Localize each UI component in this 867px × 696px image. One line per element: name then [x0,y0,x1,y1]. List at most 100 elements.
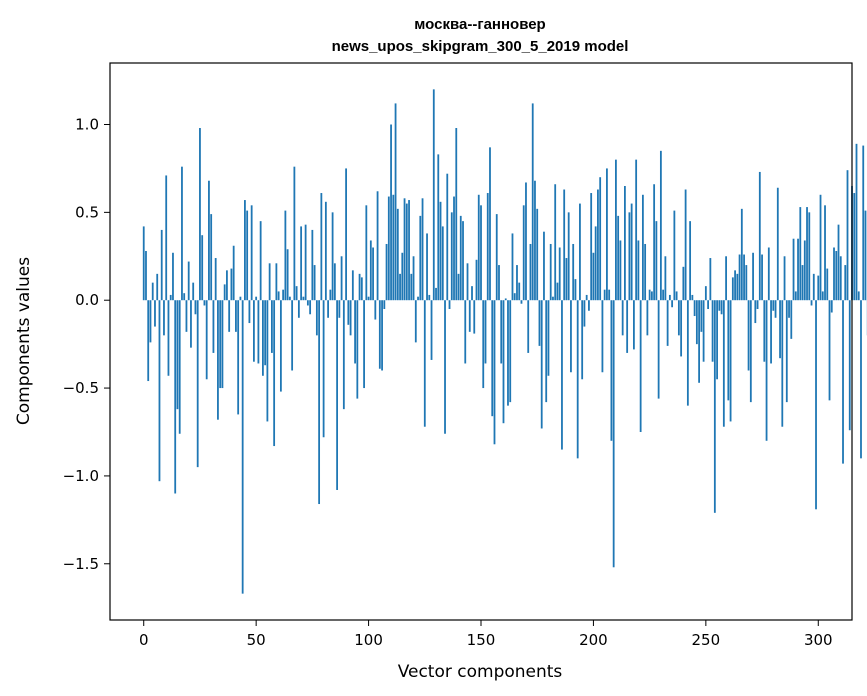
bar-99 [365,205,368,301]
bar-124 [421,198,424,301]
bar-181 [549,243,552,301]
bar-298 [812,273,815,301]
bar-156 [493,300,496,445]
bar-68 [295,286,298,301]
bar-153 [486,193,489,301]
chart-title-line-1: москва--ганновер [414,16,545,33]
bar-168 [520,300,523,304]
bar-64 [286,249,289,301]
bar-94 [354,300,356,364]
bar-213 [621,300,624,336]
bar-245 [693,300,696,317]
bar-269 [747,300,750,371]
bar-128 [430,300,433,360]
bar-142 [462,221,464,301]
bar-260 [727,300,730,401]
bar-170 [525,182,527,301]
bar-203 [599,177,602,301]
bar-253 [711,300,714,362]
x-tick-label-300: 300 [804,631,833,649]
bar-121 [414,300,417,343]
bar-91 [347,300,350,325]
bar-69 [297,300,300,318]
bar-180 [547,300,550,376]
bar-35 [221,300,224,389]
bar-49 [253,300,255,362]
bar-307 [833,247,835,301]
bar-108 [385,243,388,301]
bar-4 [151,282,154,301]
x-tick-label-150: 150 [467,631,496,649]
bar-141 [459,215,462,301]
bar-158 [498,265,500,301]
bar-21 [190,300,192,348]
y-tick-label-5: 1.0 [75,115,99,133]
bar-27 [203,300,206,306]
bar-67 [293,166,296,301]
bar-185 [558,247,561,301]
bar-79 [320,193,323,301]
bar-88 [340,256,343,301]
bar-276 [763,300,766,362]
bar-244 [691,294,694,301]
bar-116 [403,198,406,301]
bar-240 [682,266,685,301]
bar-294 [803,240,806,301]
bar-261 [729,300,732,422]
bar-289 [792,238,795,301]
bar-228 [655,221,658,301]
bar-45 [244,200,246,301]
bar-138 [453,196,455,301]
bar-227 [653,184,656,301]
bar-73 [306,300,309,306]
y-axis-ticks: −1.5 −1.0 −0.5 0.0 0.5 1.0 [63,115,110,573]
bar-303 [824,205,826,301]
bar-252 [709,258,712,301]
bar-205 [603,289,606,301]
bar-305 [828,300,831,401]
bar-310 [839,256,842,301]
bar-74 [309,300,312,315]
bar-38 [228,300,231,332]
bar-102 [372,247,374,301]
x-tick-label-200: 200 [579,631,608,649]
bar-36 [223,284,226,301]
bar-81 [324,201,327,301]
bar-111 [392,194,395,301]
bar-275 [761,254,763,301]
bar-283 [779,300,781,359]
bar-174 [534,180,536,301]
bar-316 [853,193,856,301]
bar-280 [772,300,775,311]
y-tick-label-0: −1.5 [63,555,99,573]
bar-8 [160,229,163,301]
bar-234 [668,294,671,301]
bar-152 [484,300,487,364]
bar-66 [291,300,294,371]
bar-297 [810,300,813,306]
bar-33 [217,300,219,420]
bar-314 [848,300,851,431]
bar-258 [722,300,725,427]
bar-55 [266,300,269,422]
bar-182 [552,296,554,301]
bar-264 [736,273,739,301]
bar-34 [219,300,222,389]
bar-290 [794,291,797,301]
bar-173 [531,103,534,301]
bar-114 [399,273,401,301]
bar-157 [495,214,498,301]
x-tick-label-100: 100 [354,631,383,649]
bar-248 [700,300,703,332]
bar-274 [758,171,761,301]
bar-23 [194,300,197,315]
bar-184 [556,282,559,301]
bar-221 [639,300,642,432]
bar-151 [482,300,485,389]
bar-247 [698,300,700,383]
bar-0 [142,226,145,301]
bar-273 [756,300,759,309]
bar-232 [664,256,667,301]
bar-26 [201,235,204,301]
bar-279 [770,300,772,364]
